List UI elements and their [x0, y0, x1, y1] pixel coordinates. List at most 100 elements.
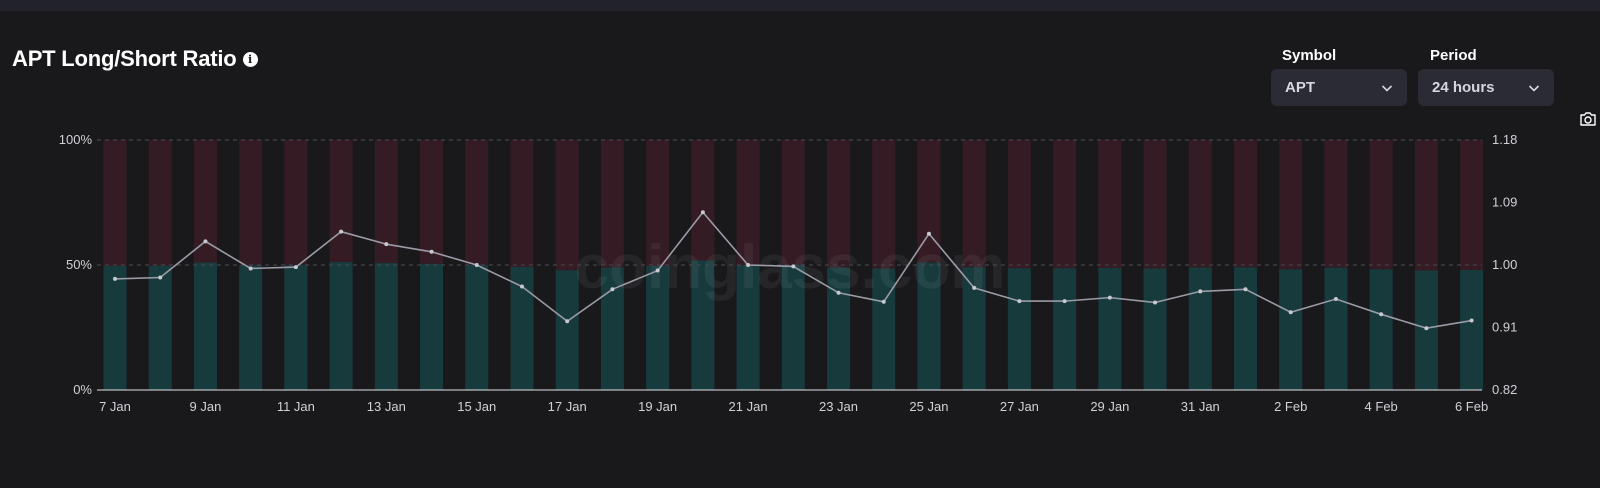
short-bar[interactable] — [555, 140, 579, 271]
ratio-point[interactable] — [610, 287, 615, 292]
x-axis-tick-label: 13 Jan — [367, 399, 406, 414]
short-bar[interactable] — [872, 140, 896, 269]
ratio-point[interactable] — [248, 266, 253, 271]
short-bar[interactable] — [1053, 140, 1077, 269]
ratio-point[interactable] — [926, 231, 931, 236]
long-bar[interactable] — [1188, 267, 1212, 391]
short-bar[interactable] — [510, 140, 534, 267]
ratio-point[interactable] — [384, 242, 389, 247]
long-bar[interactable] — [827, 267, 851, 391]
ratio-point[interactable] — [293, 265, 298, 270]
long-bar[interactable] — [1324, 267, 1348, 390]
ratio-point[interactable] — [474, 263, 479, 267]
camera-icon[interactable] — [1579, 111, 1597, 127]
ratio-point[interactable] — [791, 264, 796, 269]
ratio-point[interactable] — [1288, 310, 1293, 315]
short-bar[interactable] — [1460, 140, 1484, 270]
short-bar[interactable] — [691, 140, 715, 261]
ratio-point[interactable] — [203, 239, 208, 244]
ratio-point[interactable] — [1062, 299, 1067, 304]
long-bar[interactable] — [872, 268, 896, 391]
long-bar[interactable] — [1007, 268, 1031, 390]
ratio-point[interactable] — [972, 285, 977, 290]
ratio-point[interactable] — [113, 276, 117, 281]
short-bar[interactable] — [420, 140, 444, 264]
short-bar[interactable] — [465, 140, 489, 265]
ratio-point[interactable] — [1424, 326, 1429, 331]
ratio-point[interactable] — [1333, 297, 1338, 302]
ratio-point[interactable] — [339, 229, 344, 234]
short-bar[interactable] — [1188, 140, 1212, 268]
ratio-point[interactable] — [1379, 312, 1384, 317]
long-bar[interactable] — [646, 266, 670, 390]
period-select[interactable]: 24 hours — [1418, 69, 1554, 106]
ratio-point[interactable] — [565, 319, 570, 324]
long-bar[interactable] — [781, 265, 805, 390]
long-bar[interactable] — [555, 270, 579, 390]
long-bar[interactable] — [465, 265, 489, 390]
short-bar[interactable] — [1007, 140, 1031, 269]
ratio-point[interactable] — [836, 290, 841, 295]
short-bar[interactable] — [736, 140, 760, 265]
short-bar[interactable] — [1234, 140, 1257, 268]
long-bar[interactable] — [420, 263, 444, 390]
info-icon[interactable]: i — [242, 51, 258, 67]
ratio-point[interactable] — [881, 299, 886, 304]
ratio-point[interactable] — [429, 249, 434, 254]
short-bar[interactable] — [917, 140, 941, 263]
short-bar[interactable] — [284, 140, 308, 266]
ratio-point[interactable] — [700, 210, 705, 215]
long-bar[interactable] — [1460, 270, 1484, 390]
long-bar[interactable] — [284, 265, 308, 390]
long-bar[interactable] — [962, 267, 986, 390]
short-bar[interactable] — [827, 140, 851, 268]
ratio-point[interactable] — [1153, 300, 1158, 305]
symbol-select[interactable]: APT — [1271, 69, 1407, 106]
short-bar[interactable] — [329, 140, 353, 262]
short-bar[interactable] — [1279, 140, 1303, 270]
short-bar[interactable] — [962, 140, 986, 268]
ratio-point[interactable] — [1198, 289, 1203, 294]
long-bar[interactable] — [736, 265, 760, 390]
short-bar[interactable] — [148, 140, 172, 266]
long-bar[interactable] — [239, 265, 263, 391]
ratio-point[interactable] — [655, 268, 660, 273]
long-bar[interactable] — [917, 262, 941, 391]
short-bar[interactable] — [1143, 140, 1167, 269]
x-axis-tick-label: 27 Jan — [1000, 399, 1039, 414]
long-bar[interactable] — [1279, 269, 1303, 390]
short-bar[interactable] — [1414, 140, 1438, 271]
long-bar[interactable] — [1143, 268, 1167, 391]
short-bar[interactable] — [646, 140, 670, 266]
short-bar[interactable] — [103, 140, 127, 266]
long-bar[interactable] — [1414, 270, 1438, 391]
long-bar[interactable] — [1098, 268, 1122, 390]
ratio-point[interactable] — [519, 284, 524, 289]
long-bar[interactable] — [691, 260, 715, 391]
long-bar[interactable] — [329, 262, 353, 390]
long-bar[interactable] — [1053, 268, 1077, 390]
long-bar[interactable] — [193, 262, 217, 391]
long-bar[interactable] — [103, 266, 127, 390]
short-bar[interactable] — [781, 140, 805, 265]
ratio-point[interactable] — [1469, 318, 1474, 323]
short-bar[interactable] — [1369, 140, 1393, 270]
long-bar[interactable] — [374, 263, 398, 390]
ratio-point[interactable] — [1243, 287, 1248, 292]
short-bar[interactable] — [193, 140, 217, 263]
short-bar[interactable] — [1098, 140, 1122, 268]
ratio-point[interactable] — [1017, 299, 1022, 304]
short-bar[interactable] — [1324, 140, 1348, 268]
short-bar[interactable] — [374, 140, 398, 263]
ratio-point[interactable] — [746, 263, 751, 267]
long-bar[interactable] — [1369, 269, 1393, 390]
long-bar[interactable] — [148, 265, 172, 390]
ratio-point[interactable] — [1107, 295, 1112, 300]
ratio-point[interactable] — [158, 275, 163, 280]
long-bar[interactable] — [1234, 267, 1257, 390]
long-bar[interactable] — [600, 267, 624, 391]
x-axis-tick-label: 6 Feb — [1455, 399, 1488, 414]
short-bar[interactable] — [600, 140, 624, 268]
long-bar[interactable] — [510, 267, 534, 390]
short-bar[interactable] — [239, 140, 263, 266]
